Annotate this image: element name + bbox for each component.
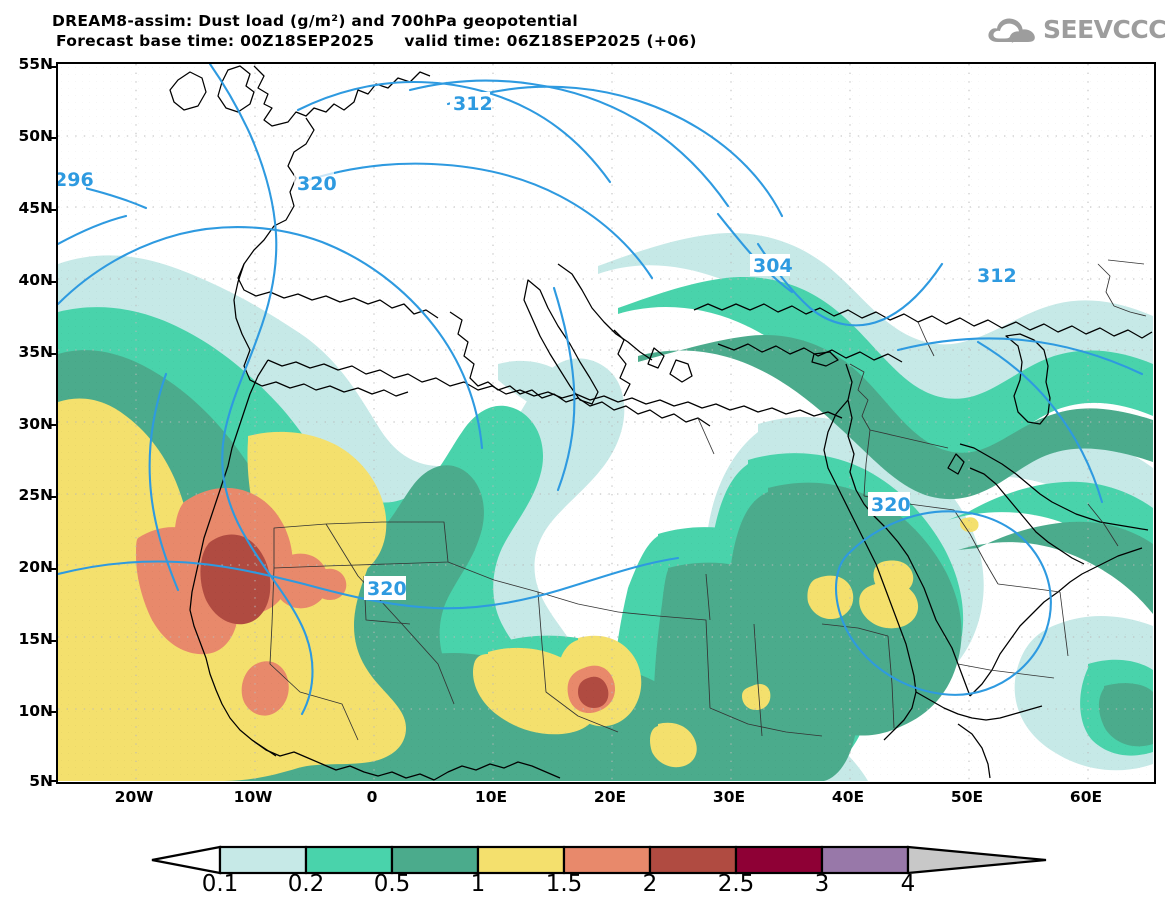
y-axis-label-5N: 5N [29, 772, 53, 790]
y-tick [49, 711, 58, 713]
y-axis-label-55N: 55N [18, 55, 53, 73]
y-tick [49, 780, 58, 782]
colorbar[interactable]: 0.1 0.2 0.5 1 1.5 2 2.5 3 4 [150, 845, 1050, 905]
x-axis-label-50E: 50E [950, 788, 984, 806]
geopotential-contours [58, 64, 1144, 716]
y-tick [49, 281, 58, 283]
svg-text:312: 312 [453, 93, 493, 115]
colorbar-cell-0.2 [304, 845, 394, 875]
colorbar-swatches [151, 845, 1047, 875]
contour-312-europe [446, 85, 784, 218]
y-tick [49, 209, 58, 211]
seevccc-logo: SEEVCCC [985, 14, 1165, 48]
colorbar-label-1: 1 [470, 871, 486, 897]
contour-304 [756, 242, 944, 327]
dust-load-filled-contours [58, 64, 1153, 781]
svg-text:320: 320 [367, 578, 407, 600]
colorbar-under-arrow [151, 845, 222, 875]
y-axis-label-50N: 50N [18, 127, 53, 145]
y-axis-label-20N: 20N [18, 558, 53, 576]
contour-312-west [208, 64, 314, 716]
colorbar-label-2: 2 [642, 871, 658, 897]
colorbar-label-0.5: 0.5 [373, 871, 411, 897]
contour-312-east [896, 337, 1144, 376]
y-tick [49, 353, 58, 355]
colorbar-label-0.1: 0.1 [201, 871, 239, 897]
chart-subtitle: Forecast base time: 00Z18SEP2025 valid ti… [56, 32, 697, 50]
y-tick [49, 640, 58, 642]
contour-label-312-europe: 312 [450, 92, 493, 115]
y-axis-label-25N: 25N [18, 486, 53, 504]
x-axis-label-20E: 20E [593, 788, 627, 806]
svg-text:296: 296 [58, 169, 94, 191]
y-axis-label-10N: 10N [18, 702, 53, 720]
map-canvas: 296 312 320 304 [58, 64, 1153, 781]
colorbar-cell-0.1 [218, 845, 308, 875]
y-tick [49, 66, 58, 68]
y-axis-label-35N: 35N [18, 343, 53, 361]
colorbar-cell-1.5 [562, 845, 652, 875]
colorbar-cell-2.5 [734, 845, 824, 875]
svg-text:320: 320 [297, 173, 337, 195]
page-title: DREAM8-assim: Dust load (g/m²) and 700hP… [52, 12, 578, 30]
contour-320-arabia [835, 510, 1052, 696]
colorbar-cell-2 [648, 845, 738, 875]
x-axis-label-0: 0 [366, 788, 378, 806]
chart-header: DREAM8-assim: Dust load (g/m²) and 700hP… [0, 0, 1165, 58]
svg-text:304: 304 [753, 255, 793, 277]
map-gridlines [58, 64, 1153, 781]
contour-label-304: 304 [750, 254, 793, 277]
contour-label-296: 296 [58, 168, 94, 191]
contour-labels: 296 312 320 304 [58, 92, 1017, 600]
y-tick [49, 424, 58, 426]
colorbar-cell-0.5 [390, 845, 480, 875]
colorbar-label-3: 3 [814, 871, 830, 897]
colorbar-label-0.2: 0.2 [287, 871, 325, 897]
contour-label-320-arabia: 320 [868, 492, 911, 516]
base-time-label: Forecast base time: 00Z18SEP2025 [56, 32, 375, 50]
colorbar-label-4: 4 [900, 871, 916, 897]
y-tick [49, 568, 58, 570]
svg-text:312: 312 [977, 265, 1017, 287]
colorbar-cell-3 [820, 845, 910, 875]
y-axis-label-30N: 30N [18, 415, 53, 433]
map-plot-area[interactable]: 296 312 320 304 [49, 62, 1156, 784]
cloud-icon [985, 16, 1041, 46]
colorbar-label-1.5: 1.5 [545, 871, 583, 897]
valid-time-label: valid time: 06Z18SEP2025 (+06) [404, 32, 697, 50]
x-axis-label-20W: 20W [114, 788, 154, 806]
map-coastlines [169, 65, 1153, 781]
svg-text:320: 320 [871, 494, 911, 516]
contour-label-320-africa: 320 [364, 576, 407, 600]
y-axis-label-45N: 45N [18, 199, 53, 217]
contour-320-europe [300, 162, 654, 280]
contour-label-320-europe: 320 [294, 172, 337, 195]
y-tick [49, 496, 58, 498]
x-axis-label-40E: 40E [831, 788, 865, 806]
x-axis-label-60E: 60E [1069, 788, 1103, 806]
logo-text: SEEVCCC [1043, 15, 1165, 44]
colorbar-label-2.5: 2.5 [717, 871, 755, 897]
x-axis-label-10W: 10W [233, 788, 273, 806]
y-axis-label-40N: 40N [18, 271, 53, 289]
colorbar-cell-1 [476, 845, 566, 875]
colorbar-over-arrow [906, 845, 1047, 875]
y-tick [49, 137, 58, 139]
y-axis-label-15N: 15N [18, 630, 53, 648]
x-axis-label-10E: 10E [474, 788, 508, 806]
contour-label-312-east: 312 [974, 264, 1017, 287]
x-axis-label-30E: 30E [712, 788, 746, 806]
